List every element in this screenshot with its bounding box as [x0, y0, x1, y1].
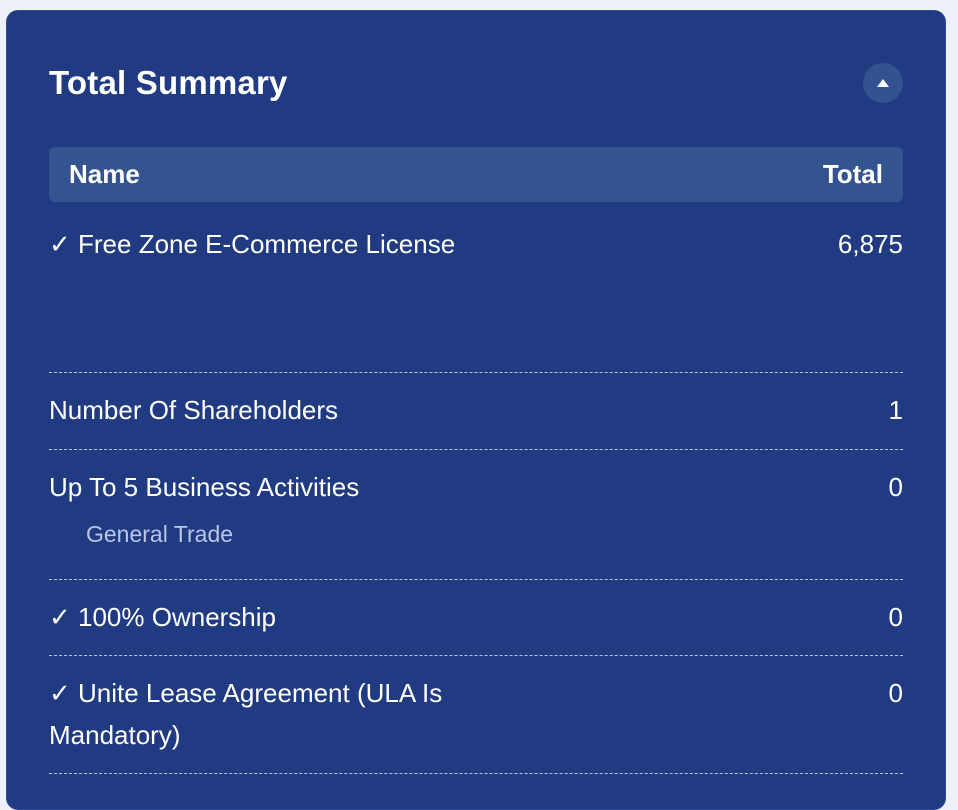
table-row: ✓ Unite Lease Agreement (ULA Is Mandator… — [49, 656, 903, 774]
row-total: 0 — [888, 472, 903, 502]
row-name: ✓ 100% Ownership — [49, 602, 277, 632]
summary-title: Total Summary — [49, 64, 288, 101]
row-name: ✓ Free Zone E-Commerce License — [49, 229, 456, 259]
row-total: 1 — [888, 395, 903, 425]
column-header-name: Name — [69, 159, 140, 189]
summary-rows: ✓ Free Zone E-Commerce License 6,875 Num… — [49, 221, 903, 774]
row-total: 0 — [888, 602, 903, 632]
table-row: Number Of Shareholders 1 — [49, 373, 903, 450]
summary-header: Total Summary — [49, 55, 903, 111]
table-row: ✓ 100% Ownership 0 — [49, 580, 903, 656]
collapse-button[interactable] — [863, 63, 903, 103]
row-name: Number Of Shareholders — [49, 395, 339, 425]
row-total: 6,875 — [837, 229, 903, 259]
total-summary-panel: Total Summary Name Total ✓ Free Zone E-C… — [6, 10, 946, 810]
row-name-group: Up To 5 Business Activities General Trad… — [49, 466, 359, 552]
row-name: Up To 5 Business Activities — [49, 472, 360, 502]
row-subtext: General Trade — [86, 521, 234, 547]
table-header: Name Total — [49, 147, 903, 202]
row-total: 0 — [888, 678, 903, 708]
table-row: Up To 5 Business Activities General Trad… — [49, 450, 903, 580]
row-name: ✓ Unite Lease Agreement (ULA Is Mandator… — [49, 678, 443, 750]
chevron-up-icon — [877, 79, 889, 87]
table-row: ✓ Free Zone E-Commerce License 6,875 — [49, 221, 903, 373]
column-header-total: Total — [822, 159, 883, 189]
